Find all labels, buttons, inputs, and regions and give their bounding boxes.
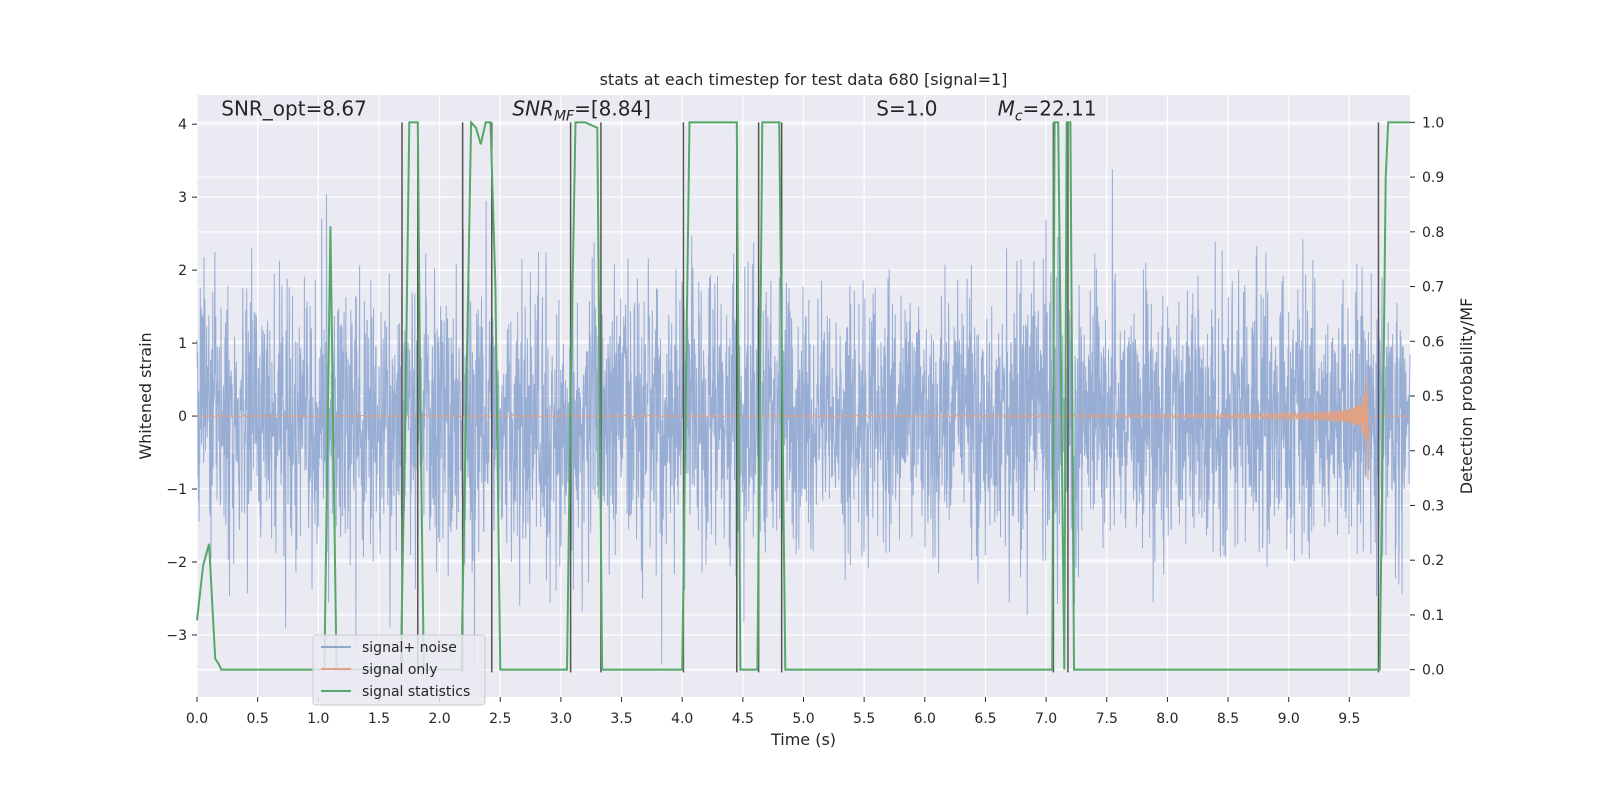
legend-label-signal-only: signal only — [362, 662, 437, 678]
y-tick-label-right: 0.5 — [1422, 389, 1444, 405]
signal-noise-line — [196, 169, 1411, 665]
y-tick-label-right: 0.9 — [1422, 170, 1444, 186]
y-tick-label-right: 0.1 — [1422, 608, 1444, 624]
y-tick-label-left: −3 — [166, 628, 187, 644]
legend-label-signal-statistics: signal statistics — [362, 684, 470, 700]
y-tick-label-right: 0.8 — [1422, 225, 1444, 241]
y-tick-label-left: −2 — [166, 555, 187, 571]
annotation-2: S=1.0 — [876, 96, 937, 120]
annotation-3: Mc=22.11 — [998, 96, 1097, 124]
y-tick-label-right: 0.3 — [1422, 498, 1444, 514]
legend: signal+ noise signal only signal statist… — [312, 634, 486, 706]
x-tick-label: 2.5 — [489, 711, 511, 727]
x-tick-label: 5.5 — [853, 711, 875, 727]
x-axis-label: Time (s) — [770, 730, 836, 749]
y-tick-label-left: 3 — [178, 190, 187, 206]
x-tick-label: 2.0 — [428, 711, 450, 727]
x-tick-label: 0.0 — [186, 711, 208, 727]
x-tick-label: 0.5 — [247, 711, 269, 727]
annotation-1: SNRMF=[8.84] — [512, 96, 651, 124]
y-axis-label-left: Whitened strain — [136, 332, 155, 459]
y-tick-label-left: 0 — [178, 409, 187, 425]
y-tick-label-right: 0.2 — [1422, 553, 1444, 569]
x-tick-label: 8.0 — [1156, 711, 1178, 727]
x-tick-label: 3.5 — [610, 711, 632, 727]
x-tick-label: 9.0 — [1278, 711, 1300, 727]
x-tick-label: 1.0 — [307, 711, 329, 727]
signal-noise-series — [196, 169, 1411, 665]
x-tick-label: 1.5 — [368, 711, 390, 727]
y-tick-label-right: 0.7 — [1422, 280, 1444, 296]
tick-labels: 0.0 0.5 1.0 1.5 2.0 2.5 3.0 3.5 4.0 4.5 5.0 5.5 6.0 6… — [166, 115, 1444, 727]
y-tick-label-left: 1 — [178, 336, 187, 352]
y-tick-label-right: 1.0 — [1422, 115, 1444, 131]
y-tick-label-right: 0.0 — [1422, 663, 1444, 679]
legend-label-signal-noise: signal+ noise — [362, 640, 457, 656]
y-tick-label-left: 4 — [178, 117, 187, 133]
x-tick-label: 3.0 — [550, 711, 572, 727]
y-tick-label-left: −1 — [166, 482, 187, 498]
legend-box — [312, 634, 486, 706]
x-tick-label: 8.5 — [1217, 711, 1239, 727]
x-tick-label: 9.5 — [1338, 711, 1360, 727]
y-axis-label-right: Detection probability/MF — [1457, 298, 1476, 495]
y-tick-label-left: 2 — [178, 263, 187, 279]
annotation-0: SNR_opt=8.67 — [221, 96, 367, 120]
x-tick-label: 4.5 — [732, 711, 754, 727]
x-tick-label: 6.5 — [974, 711, 996, 727]
chart-title: stats at each timestep for test data 680… — [600, 70, 1008, 89]
x-tick-label: 6.0 — [914, 711, 936, 727]
y-tick-label-right: 0.4 — [1422, 444, 1444, 460]
y-tick-label-right: 0.6 — [1422, 334, 1444, 350]
x-tick-label: 5.0 — [792, 711, 814, 727]
x-tick-label: 7.5 — [1096, 711, 1118, 727]
x-tick-label: 4.0 — [671, 711, 693, 727]
x-tick-label: 7.0 — [1035, 711, 1057, 727]
annotations: SNR_opt=8.67 SNRMF=[8.84] S=1.0 Mc=22.11 — [221, 96, 1096, 124]
